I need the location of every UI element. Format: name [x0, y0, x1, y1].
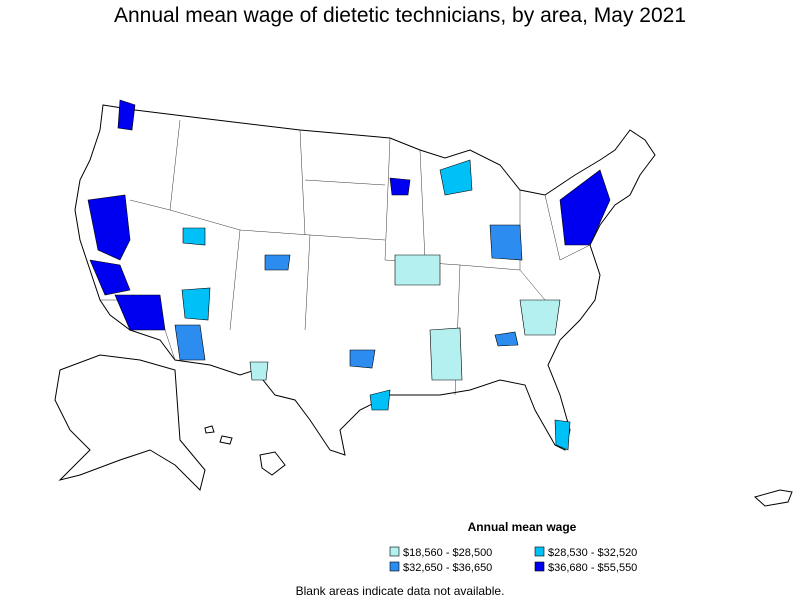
- area-patch: [559, 169, 611, 246]
- legend-swatch: [389, 546, 400, 557]
- legend-label: $18,560 - $28,500: [403, 547, 492, 559]
- legend-swatch: [534, 546, 545, 557]
- legend-swatch: [389, 561, 400, 572]
- area-patch: [89, 259, 131, 296]
- area-patch: [114, 294, 166, 331]
- area-patch: [439, 159, 473, 196]
- area-patch: [494, 331, 519, 347]
- area-patch: [181, 287, 211, 321]
- footnote: Blank areas indicate data not available.: [296, 584, 505, 598]
- area-patch: [369, 389, 391, 411]
- contiguous-us: [74, 104, 656, 456]
- hawaii-islands: [204, 425, 215, 434]
- legend: Annual mean wage $18,560 - $28,500 $28,53…: [389, 520, 637, 574]
- legend-label: $32,650 - $36,650: [403, 562, 492, 574]
- state-lines: [100, 119, 591, 396]
- area-patch: [489, 224, 523, 261]
- area-patch: [429, 327, 463, 381]
- map: [54, 99, 793, 507]
- map-title: Annual mean wage of dietetic technicians…: [114, 4, 686, 27]
- area-patch: [182, 227, 206, 246]
- legend-title: Annual mean wage: [468, 520, 577, 534]
- area-patch: [394, 254, 441, 286]
- area-patch: [117, 99, 136, 131]
- area-patch: [87, 194, 131, 261]
- legend-label: $36,680 - $55,550: [548, 562, 637, 574]
- legend-swatch: [534, 561, 545, 572]
- area-patch: [389, 177, 411, 196]
- area-patch: [349, 349, 376, 369]
- area-patch: [519, 299, 561, 336]
- area-patch: [554, 419, 571, 451]
- area-patches: [87, 99, 611, 451]
- area-patch: [174, 324, 206, 361]
- alaska: [54, 354, 206, 491]
- hawaii: [259, 451, 286, 476]
- area-patch: [249, 361, 269, 381]
- hawaii-islands: [219, 435, 233, 445]
- legend-label: $28,530 - $32,520: [548, 547, 637, 559]
- area-patch: [264, 254, 291, 271]
- puerto-rico: [753, 489, 793, 507]
